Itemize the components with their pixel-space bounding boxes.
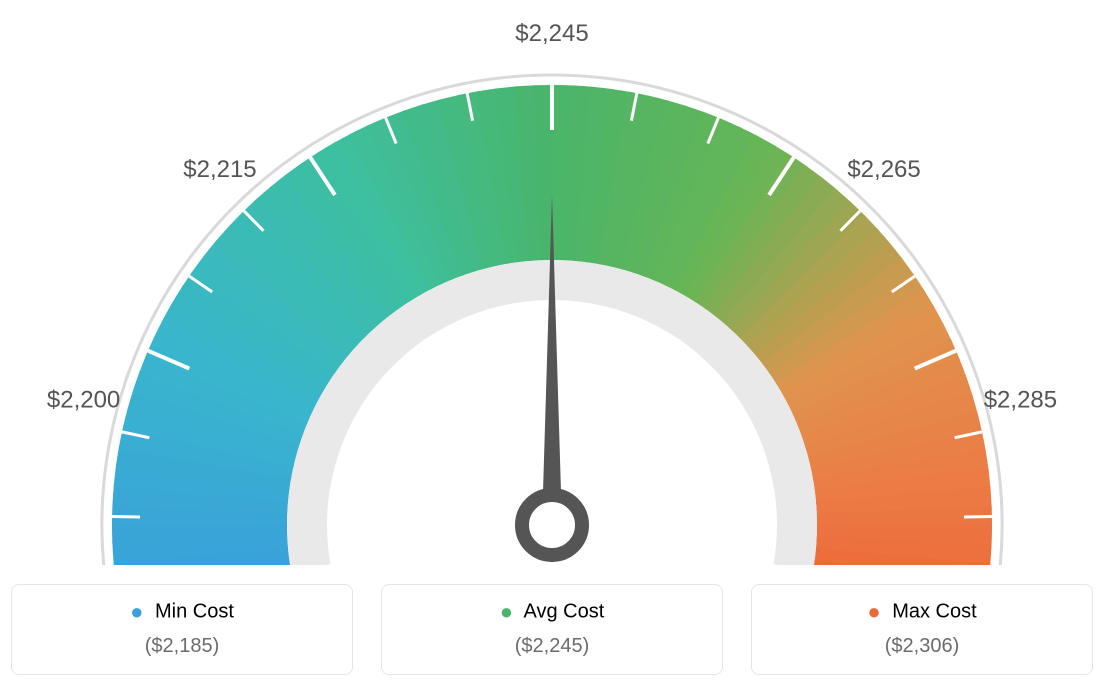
svg-text:$2,200: $2,200 [47, 386, 120, 413]
svg-text:$2,265: $2,265 [847, 156, 920, 183]
gauge-chart: $2,185$2,200$2,215$2,245$2,265$2,285$2,3… [0, 0, 1104, 565]
legend-avg-dot: ● [500, 599, 513, 624]
svg-text:$2,285: $2,285 [984, 386, 1057, 413]
legend-avg-label: Avg Cost [523, 600, 604, 622]
legend-min-label: Min Cost [155, 600, 234, 622]
legend-max-cost: ● Max Cost ($2,306) [751, 584, 1093, 675]
legend-min-dot: ● [130, 599, 143, 624]
legend-min-value: ($2,185) [22, 635, 342, 658]
legend-avg-value: ($2,245) [392, 635, 712, 658]
cost-gauge-container: $2,185$2,200$2,215$2,245$2,265$2,285$2,3… [0, 0, 1104, 690]
legend-min-cost: ● Min Cost ($2,185) [11, 584, 353, 675]
legend-max-dot: ● [867, 599, 880, 624]
legend-max-value: ($2,306) [762, 635, 1082, 658]
svg-text:$2,245: $2,245 [515, 20, 588, 47]
svg-text:$2,215: $2,215 [183, 156, 256, 183]
legend-row: ● Min Cost ($2,185) ● Avg Cost ($2,245) … [0, 584, 1104, 675]
legend-max-label: Max Cost [892, 600, 976, 622]
legend-avg-cost: ● Avg Cost ($2,245) [381, 584, 723, 675]
